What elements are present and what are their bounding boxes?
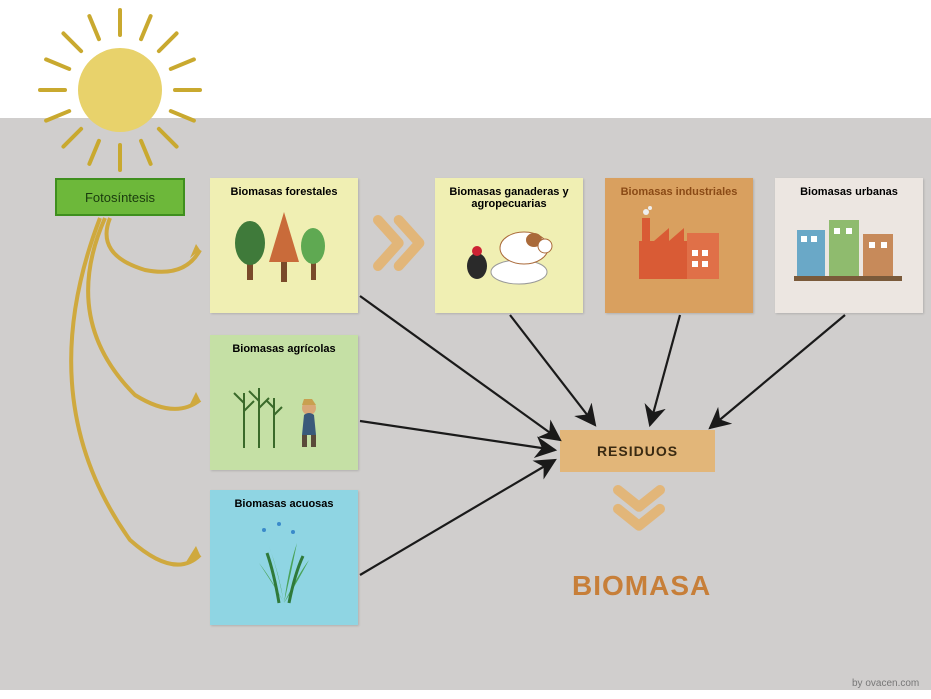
buildings-icon: [781, 206, 917, 286]
card-acuosas: Biomasas acuosas: [210, 490, 358, 625]
card-urbanas-title: Biomasas urbanas: [781, 186, 917, 198]
card-forestales-title: Biomasas forestales: [216, 186, 352, 198]
card-agricolas: Biomasas agrícolas: [210, 335, 358, 470]
livestock-icon: [441, 218, 577, 293]
card-industriales-title: Biomasas industriales: [611, 186, 747, 198]
credit-text: by ovacen.com: [852, 678, 919, 689]
factory-icon: [611, 206, 747, 286]
card-industriales: Biomasas industriales: [605, 178, 753, 313]
aquatic-plant-icon: [216, 518, 352, 608]
card-urbanas: Biomasas urbanas: [775, 178, 923, 313]
card-ganaderas: Biomasas ganaderas y agropecuarias: [435, 178, 583, 313]
farmer-icon: [216, 363, 352, 453]
card-ganaderas-title: Biomasas ganaderas y agropecuarias: [441, 186, 577, 210]
fotosintesis-box: Fotosíntesis: [55, 178, 185, 216]
biomasa-title: BIOMASA: [572, 570, 711, 602]
card-forestales: Biomasas forestales: [210, 178, 358, 313]
residuos-box: RESIDUOS: [560, 430, 715, 472]
trees-icon: [216, 206, 352, 286]
card-agricolas-title: Biomasas agrícolas: [216, 343, 352, 355]
residuos-label: RESIDUOS: [597, 443, 678, 459]
card-acuosas-title: Biomasas acuosas: [216, 498, 352, 510]
fotosintesis-label: Fotosíntesis: [85, 190, 155, 205]
